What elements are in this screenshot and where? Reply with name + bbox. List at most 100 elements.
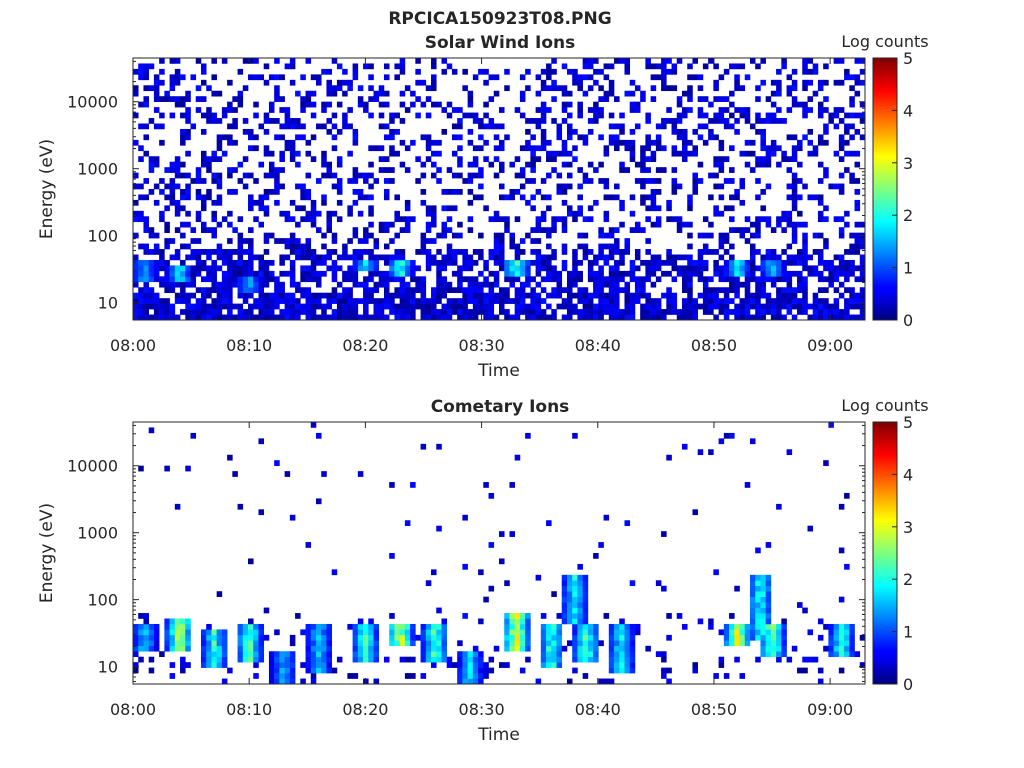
heatmap-cell	[859, 309, 866, 315]
heatmap-cell	[253, 287, 259, 294]
heatmap-cell	[206, 107, 212, 113]
heatmap-cell	[561, 227, 568, 233]
heatmap-cell	[242, 640, 249, 647]
heatmap-cell	[624, 651, 631, 658]
heatmap-cell	[603, 96, 610, 102]
heatmap-cell	[206, 254, 212, 261]
heatmap-cell	[493, 238, 500, 244]
heatmap-cell	[833, 276, 840, 283]
heatmap-cell	[483, 667, 489, 674]
heatmap-cell	[185, 243, 191, 250]
heatmap-cell	[838, 634, 845, 641]
colorbar-tick-label: 4	[903, 101, 913, 120]
heatmap-cell	[817, 199, 824, 206]
heatmap-cell	[744, 298, 751, 304]
heatmap-cell	[321, 667, 327, 674]
heatmap-cell	[687, 265, 693, 272]
heatmap-cell	[535, 238, 542, 244]
heatmap-cell	[153, 183, 160, 190]
heatmap-cell	[755, 634, 761, 641]
heatmap-cell	[363, 629, 369, 636]
heatmap-cell	[174, 645, 181, 652]
heatmap-cell	[164, 314, 170, 321]
heatmap-cell	[373, 623, 380, 630]
heatmap-cell	[509, 281, 515, 288]
heatmap-cell	[248, 199, 254, 206]
heatmap-cell	[399, 303, 406, 310]
heatmap-cell	[551, 629, 557, 636]
heatmap-cell	[838, 651, 845, 658]
heatmap-cell	[859, 662, 866, 668]
heatmap-cell	[216, 265, 223, 272]
heatmap-cell	[791, 270, 798, 277]
heatmap-cell	[436, 292, 442, 299]
heatmap-cell	[200, 298, 207, 304]
heatmap-cell	[593, 281, 599, 288]
heatmap-cell	[634, 298, 641, 304]
heatmap-cell	[791, 178, 798, 184]
heatmap-cell	[263, 145, 270, 152]
heatmap-cell	[174, 298, 181, 304]
heatmap-cell	[828, 276, 834, 283]
heatmap-cell	[749, 613, 756, 619]
heatmap-cell	[180, 276, 186, 283]
heatmap-cell	[383, 292, 390, 299]
heatmap-cell	[509, 265, 515, 272]
heatmap-cell	[274, 651, 280, 658]
heatmap-cell	[608, 85, 615, 92]
heatmap-cell	[295, 281, 301, 288]
heatmap-cell	[729, 205, 735, 212]
heatmap-cell	[718, 210, 725, 217]
heatmap-cell	[289, 139, 296, 146]
heatmap-cell	[263, 298, 270, 304]
heatmap-cell	[394, 265, 400, 272]
heatmap-cell	[148, 118, 155, 124]
heatmap-cell	[138, 270, 144, 277]
heatmap-cell	[566, 596, 573, 603]
heatmap-cell	[849, 123, 855, 130]
heatmap-cell	[614, 640, 620, 647]
heatmap-cell	[708, 276, 714, 283]
heatmap-cell	[185, 183, 191, 190]
heatmap-cell	[786, 281, 793, 288]
heatmap-cell	[540, 139, 547, 146]
heatmap-cell	[833, 309, 840, 315]
heatmap-cell	[817, 139, 824, 146]
heatmap-cell	[797, 270, 803, 277]
heatmap-cell	[546, 292, 552, 299]
heatmap-cell	[504, 314, 510, 321]
heatmap-cell	[823, 298, 829, 304]
heatmap-cell	[180, 139, 186, 146]
heatmap-cell	[770, 90, 777, 97]
heatmap-cell	[666, 85, 672, 92]
heatmap-cell	[577, 613, 583, 619]
heatmap-cell	[823, 309, 829, 315]
heatmap-cell	[289, 303, 296, 310]
heatmap-cell	[289, 298, 296, 304]
heatmap-cell	[420, 623, 427, 630]
heatmap-cell	[221, 314, 228, 321]
heatmap-cell	[697, 123, 704, 130]
heatmap-cell	[765, 259, 772, 266]
heatmap-cell	[227, 238, 233, 244]
heatmap-cell	[509, 482, 515, 488]
heatmap-cell	[499, 292, 505, 299]
heatmap-cell	[640, 309, 646, 315]
heatmap-cell	[289, 123, 296, 130]
heatmap-cell	[174, 167, 181, 173]
heatmap-cell	[734, 287, 740, 294]
heatmap-cell	[749, 602, 756, 608]
heatmap-cell	[211, 90, 217, 97]
heatmap-cell	[828, 645, 834, 652]
heatmap-cell	[211, 298, 217, 304]
heatmap-cell	[425, 249, 432, 255]
heatmap-cell	[404, 634, 411, 641]
heatmap-cell	[279, 107, 285, 113]
heatmap-cell	[284, 303, 291, 310]
heatmap-cell	[279, 259, 285, 266]
heatmap-cell	[755, 292, 761, 299]
heatmap-cell	[708, 449, 714, 456]
heatmap-cell	[478, 183, 484, 190]
heatmap-cell	[404, 314, 411, 321]
